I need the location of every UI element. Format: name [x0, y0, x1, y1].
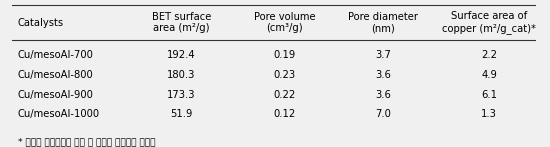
Text: 1.3: 1.3 — [481, 109, 497, 119]
Text: 3.6: 3.6 — [375, 90, 391, 100]
Text: BET surface
area (m²/g): BET surface area (m²/g) — [152, 12, 211, 33]
Text: 3.6: 3.6 — [375, 70, 391, 80]
Text: Catalysts: Catalysts — [18, 18, 64, 28]
Text: Pore volume
(cm³/g): Pore volume (cm³/g) — [254, 12, 316, 33]
Text: 0.22: 0.22 — [274, 90, 296, 100]
Text: Cu/mesoAl-800: Cu/mesoAl-800 — [18, 70, 94, 80]
Text: 51.9: 51.9 — [170, 109, 192, 119]
Text: Cu/mesoAl-1000: Cu/mesoAl-1000 — [18, 109, 100, 119]
Text: Surface area of
copper (m²/g_cat)*: Surface area of copper (m²/g_cat)* — [442, 11, 536, 34]
Text: 6.1: 6.1 — [481, 90, 497, 100]
Text: 0.23: 0.23 — [274, 70, 296, 80]
Text: Cu/mesoAl-900: Cu/mesoAl-900 — [18, 90, 94, 100]
Text: 180.3: 180.3 — [167, 70, 195, 80]
Text: 173.3: 173.3 — [167, 90, 195, 100]
Text: 0.19: 0.19 — [274, 50, 296, 60]
Text: 4.9: 4.9 — [481, 70, 497, 80]
Text: 3.7: 3.7 — [375, 50, 391, 60]
Text: 0.12: 0.12 — [274, 109, 296, 119]
Text: 2.2: 2.2 — [481, 50, 497, 60]
Text: 192.4: 192.4 — [167, 50, 196, 60]
Text: Pore diameter
(nm): Pore diameter (nm) — [348, 12, 418, 33]
Text: Cu/mesoAl-700: Cu/mesoAl-700 — [18, 50, 94, 60]
Text: * 구리의 비표면적은 반응 후 촉매를 이용하여 측정함: * 구리의 비표면적은 반응 후 촉매를 이용하여 측정함 — [18, 138, 155, 147]
Text: 7.0: 7.0 — [375, 109, 391, 119]
